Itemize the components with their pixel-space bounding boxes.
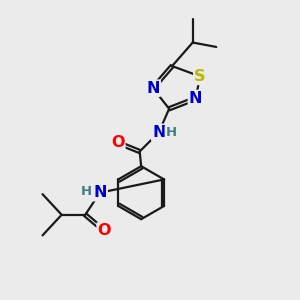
Text: S: S bbox=[194, 69, 206, 84]
Text: N: N bbox=[152, 125, 166, 140]
Text: O: O bbox=[98, 224, 111, 238]
Text: H: H bbox=[166, 126, 177, 140]
Text: N: N bbox=[146, 81, 160, 96]
Text: N: N bbox=[93, 185, 107, 200]
Text: H: H bbox=[81, 185, 92, 198]
Text: N: N bbox=[189, 91, 202, 106]
Text: O: O bbox=[111, 135, 124, 150]
